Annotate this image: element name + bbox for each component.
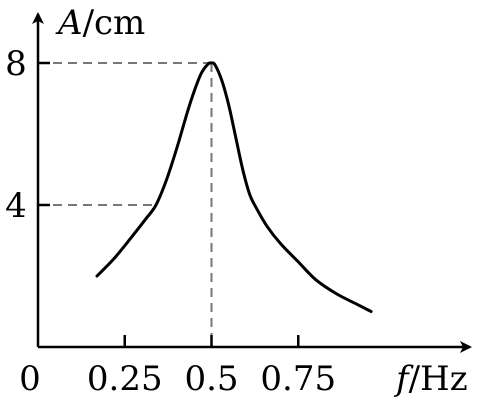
x-tick-label-1: 0.5 — [184, 359, 238, 399]
y-tick-label-0: 4 — [5, 186, 27, 226]
x-tick-label-0: 0.25 — [87, 359, 163, 399]
y-axis-label-var: A — [55, 3, 83, 43]
x-axis-label: f/Hz — [393, 359, 468, 399]
y-axis-label: A/cm — [55, 3, 145, 43]
guide-lines — [38, 62, 213, 347]
x-tick-label-2: 0.75 — [260, 359, 336, 399]
origin-label: 0 — [19, 359, 41, 399]
x-axis-label-unit: /Hz — [409, 359, 468, 399]
y-tick-label-1: 8 — [5, 44, 27, 84]
y-ticks: 48 — [5, 44, 50, 226]
x-ticks: 0.25 0.5 0.75 — [87, 335, 336, 399]
y-axis-label-unit: /cm — [83, 3, 146, 43]
amplitude-curve — [95, 61, 373, 313]
